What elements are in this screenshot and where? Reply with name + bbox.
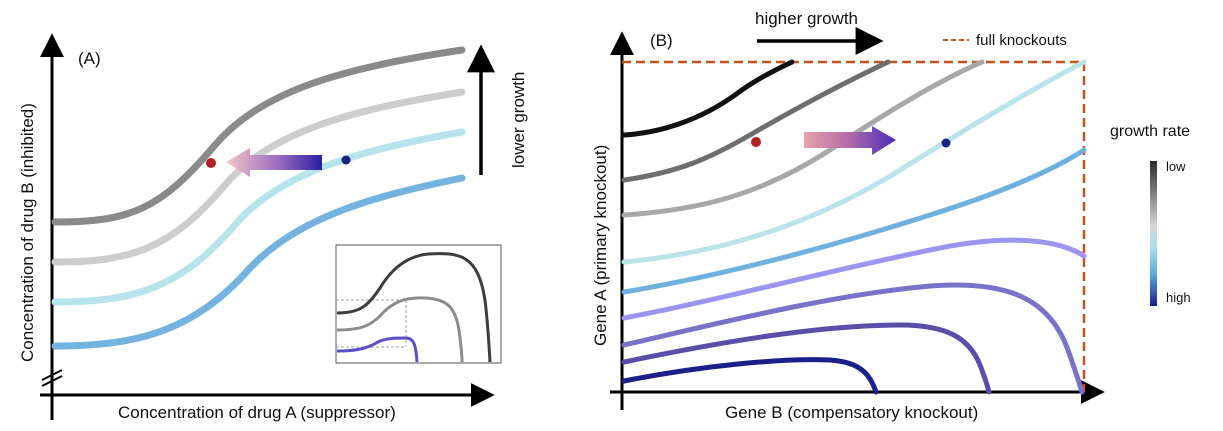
panel-a-curve-blue	[51, 174, 466, 350]
panel-b: (B) Gene B (compensatory knockout) Gene …	[591, 9, 1191, 422]
colorbar-high-label: high	[1166, 290, 1191, 305]
panel-a-curve-light-gray	[51, 88, 466, 266]
panel-a-navy-dot	[341, 155, 351, 165]
panel-b-curve-black	[621, 59, 795, 138]
panel-a-red-dot	[206, 158, 216, 168]
panel-b-x-axis-label: Gene B (compensatory knockout)	[725, 403, 978, 422]
colorbar-gradient	[1150, 161, 1157, 306]
panel-a-y-axis-label: Concentration of drug B (inhibited)	[18, 103, 37, 362]
panel-a-x-axis-label: Concentration of drug A (suppressor)	[118, 403, 396, 422]
inset-curve-gray	[336, 296, 464, 363]
panel-b-y-axis-label: Gene A (primary knockout)	[591, 145, 610, 346]
higher-growth-label: higher growth	[755, 9, 858, 28]
full-knockouts-border	[622, 60, 1086, 392]
inset-curve-dark	[336, 252, 492, 363]
axis-break-mark	[41, 369, 63, 387]
inset-frame	[335, 244, 502, 364]
inset-curve-violet	[336, 336, 419, 363]
panel-a-curve-dark-gray	[51, 46, 466, 226]
panel-b-curve-lavender	[621, 237, 1087, 321]
panel-b-gradient-arrow	[804, 126, 896, 155]
dashed-legend-label: full knockouts	[976, 32, 1067, 49]
panel-a-inset	[335, 244, 502, 364]
panel-b-curve-dark-gray	[621, 59, 891, 183]
panel-b-curve-navy	[621, 357, 879, 395]
panel-b-curve-cyan	[621, 59, 1087, 265]
panel-a: (A) Concentration of drug A (suppressor)…	[18, 33, 528, 422]
panel-b-label: (B)	[650, 31, 673, 50]
colorbar-title: growth rate	[1110, 123, 1190, 140]
panel-b-red-dot	[751, 137, 761, 147]
panel-b-curve-mid-gray	[621, 59, 985, 218]
panel-b-curve-violet-dark	[621, 322, 992, 395]
panel-b-curve-blue	[621, 147, 1087, 295]
panel-b-curve-violet-mid	[621, 282, 1085, 395]
panel-a-curve-cyan	[51, 128, 466, 306]
growth-rate-colorbar: growth rate low high	[1110, 123, 1191, 306]
panel-a-gradient-arrow	[226, 148, 322, 177]
panel-b-navy-dot	[941, 138, 951, 148]
colorbar-low-label: low	[1166, 159, 1186, 174]
lower-growth-label: lower growth	[509, 72, 528, 168]
panel-a-label: (A)	[78, 49, 101, 68]
